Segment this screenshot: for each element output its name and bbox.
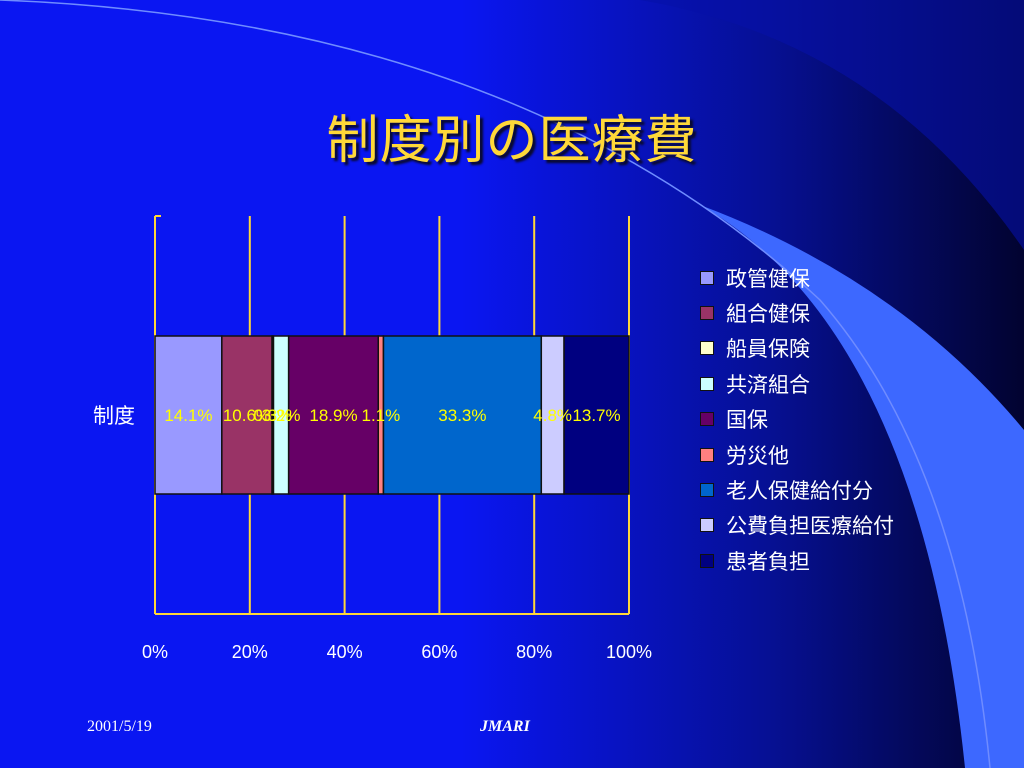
x-tick-label: 40%	[327, 642, 363, 662]
x-tick-label: 0%	[142, 642, 168, 662]
legend-label: 船員保険	[726, 333, 810, 363]
legend-label: 組合健保	[726, 298, 810, 328]
legend-swatch	[700, 412, 714, 426]
legend-item: 患者負担	[700, 543, 894, 578]
legend-label: 共済組合	[726, 369, 810, 399]
legend-swatch	[700, 341, 714, 355]
legend-swatch	[700, 377, 714, 391]
legend-item: 組合健保	[700, 295, 894, 330]
legend-label: 政管健保	[726, 263, 810, 293]
legend-item: 政管健保	[700, 260, 894, 295]
data-label: 18.9%	[309, 406, 357, 425]
legend-label: 老人保健給付分	[726, 475, 873, 505]
legend-item: 共済組合	[700, 366, 894, 401]
footer-date: 2001/5/19	[87, 718, 152, 736]
legend-label: 公費負担医療給付	[726, 510, 894, 540]
legend-label: 国保	[726, 404, 768, 434]
x-tick-label: 100%	[606, 642, 652, 662]
data-label: 4.8%	[533, 406, 572, 425]
category-label: 制度	[93, 404, 135, 428]
legend-item: 国保	[700, 402, 894, 437]
data-label: 13.7%	[572, 406, 620, 425]
legend-item: 船員保険	[700, 331, 894, 366]
legend-swatch	[700, 448, 714, 462]
data-label: 3.2%	[262, 406, 301, 425]
legend-label: 労災他	[726, 440, 789, 470]
legend-item: 公費負担医療給付	[700, 508, 894, 543]
data-label: 33.3%	[438, 406, 486, 425]
legend-label: 患者負担	[726, 546, 810, 576]
chart-legend: 政管健保組合健保船員保険共済組合国保労災他老人保健給付分 公費負担医療給付 患者負担	[700, 260, 894, 579]
legend-swatch	[700, 554, 714, 568]
footer-organization: JMARI	[480, 718, 530, 736]
legend-swatch	[700, 518, 714, 532]
legend-item: 老人保健給付分	[700, 472, 894, 507]
x-tick-label: 60%	[421, 642, 457, 662]
x-tick-label: 80%	[516, 642, 552, 662]
legend-swatch	[700, 306, 714, 320]
legend-item: 労災他	[700, 437, 894, 472]
x-tick-label: 20%	[232, 642, 268, 662]
data-label: 14.1%	[164, 406, 212, 425]
data-label: 1.1%	[361, 406, 400, 425]
legend-swatch	[700, 483, 714, 497]
legend-swatch	[700, 271, 714, 285]
